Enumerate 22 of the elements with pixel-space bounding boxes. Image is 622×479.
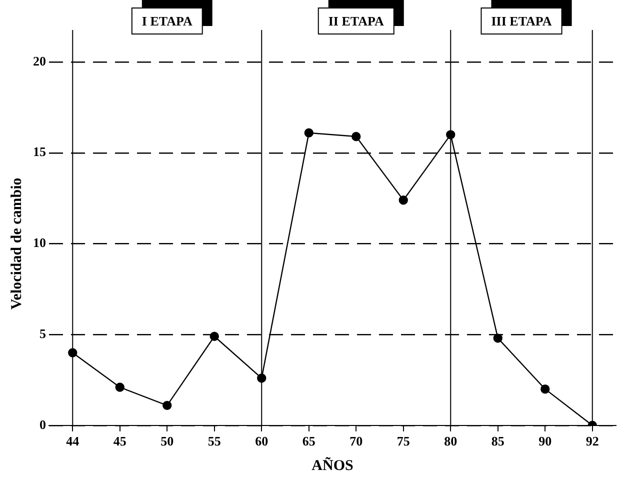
x-tick-label: 60 (255, 434, 268, 449)
x-axis-title: AÑOS (312, 456, 354, 474)
x-tick-label: 85 (491, 434, 505, 449)
x-tick-label: 65 (302, 434, 316, 449)
x-tick-label: 44 (66, 434, 80, 449)
y-tick-label: 10 (33, 235, 46, 250)
y-tick-label: 15 (33, 144, 46, 160)
x-tick-label: 50 (160, 434, 174, 449)
x-tick-label: 90 (538, 434, 552, 449)
y-tick-label: 0 (40, 416, 46, 432)
text: II ETAPA (328, 13, 384, 28)
x-tick-label: 70 (350, 434, 363, 449)
text: I ETAPA (142, 13, 193, 28)
x-tick-label: 55 (208, 434, 222, 449)
text: III ETAPA (491, 13, 552, 28)
x-tick-label: 92 (586, 434, 599, 449)
x-tick-label: 80 (444, 434, 458, 449)
y-tick-label: 20 (33, 53, 46, 68)
y-tick-label: 5 (40, 326, 46, 341)
y-axis-title: Velocidad de cambio (8, 178, 25, 310)
x-tick-label: 45 (113, 434, 127, 449)
x-tick-label: 75 (396, 434, 410, 449)
